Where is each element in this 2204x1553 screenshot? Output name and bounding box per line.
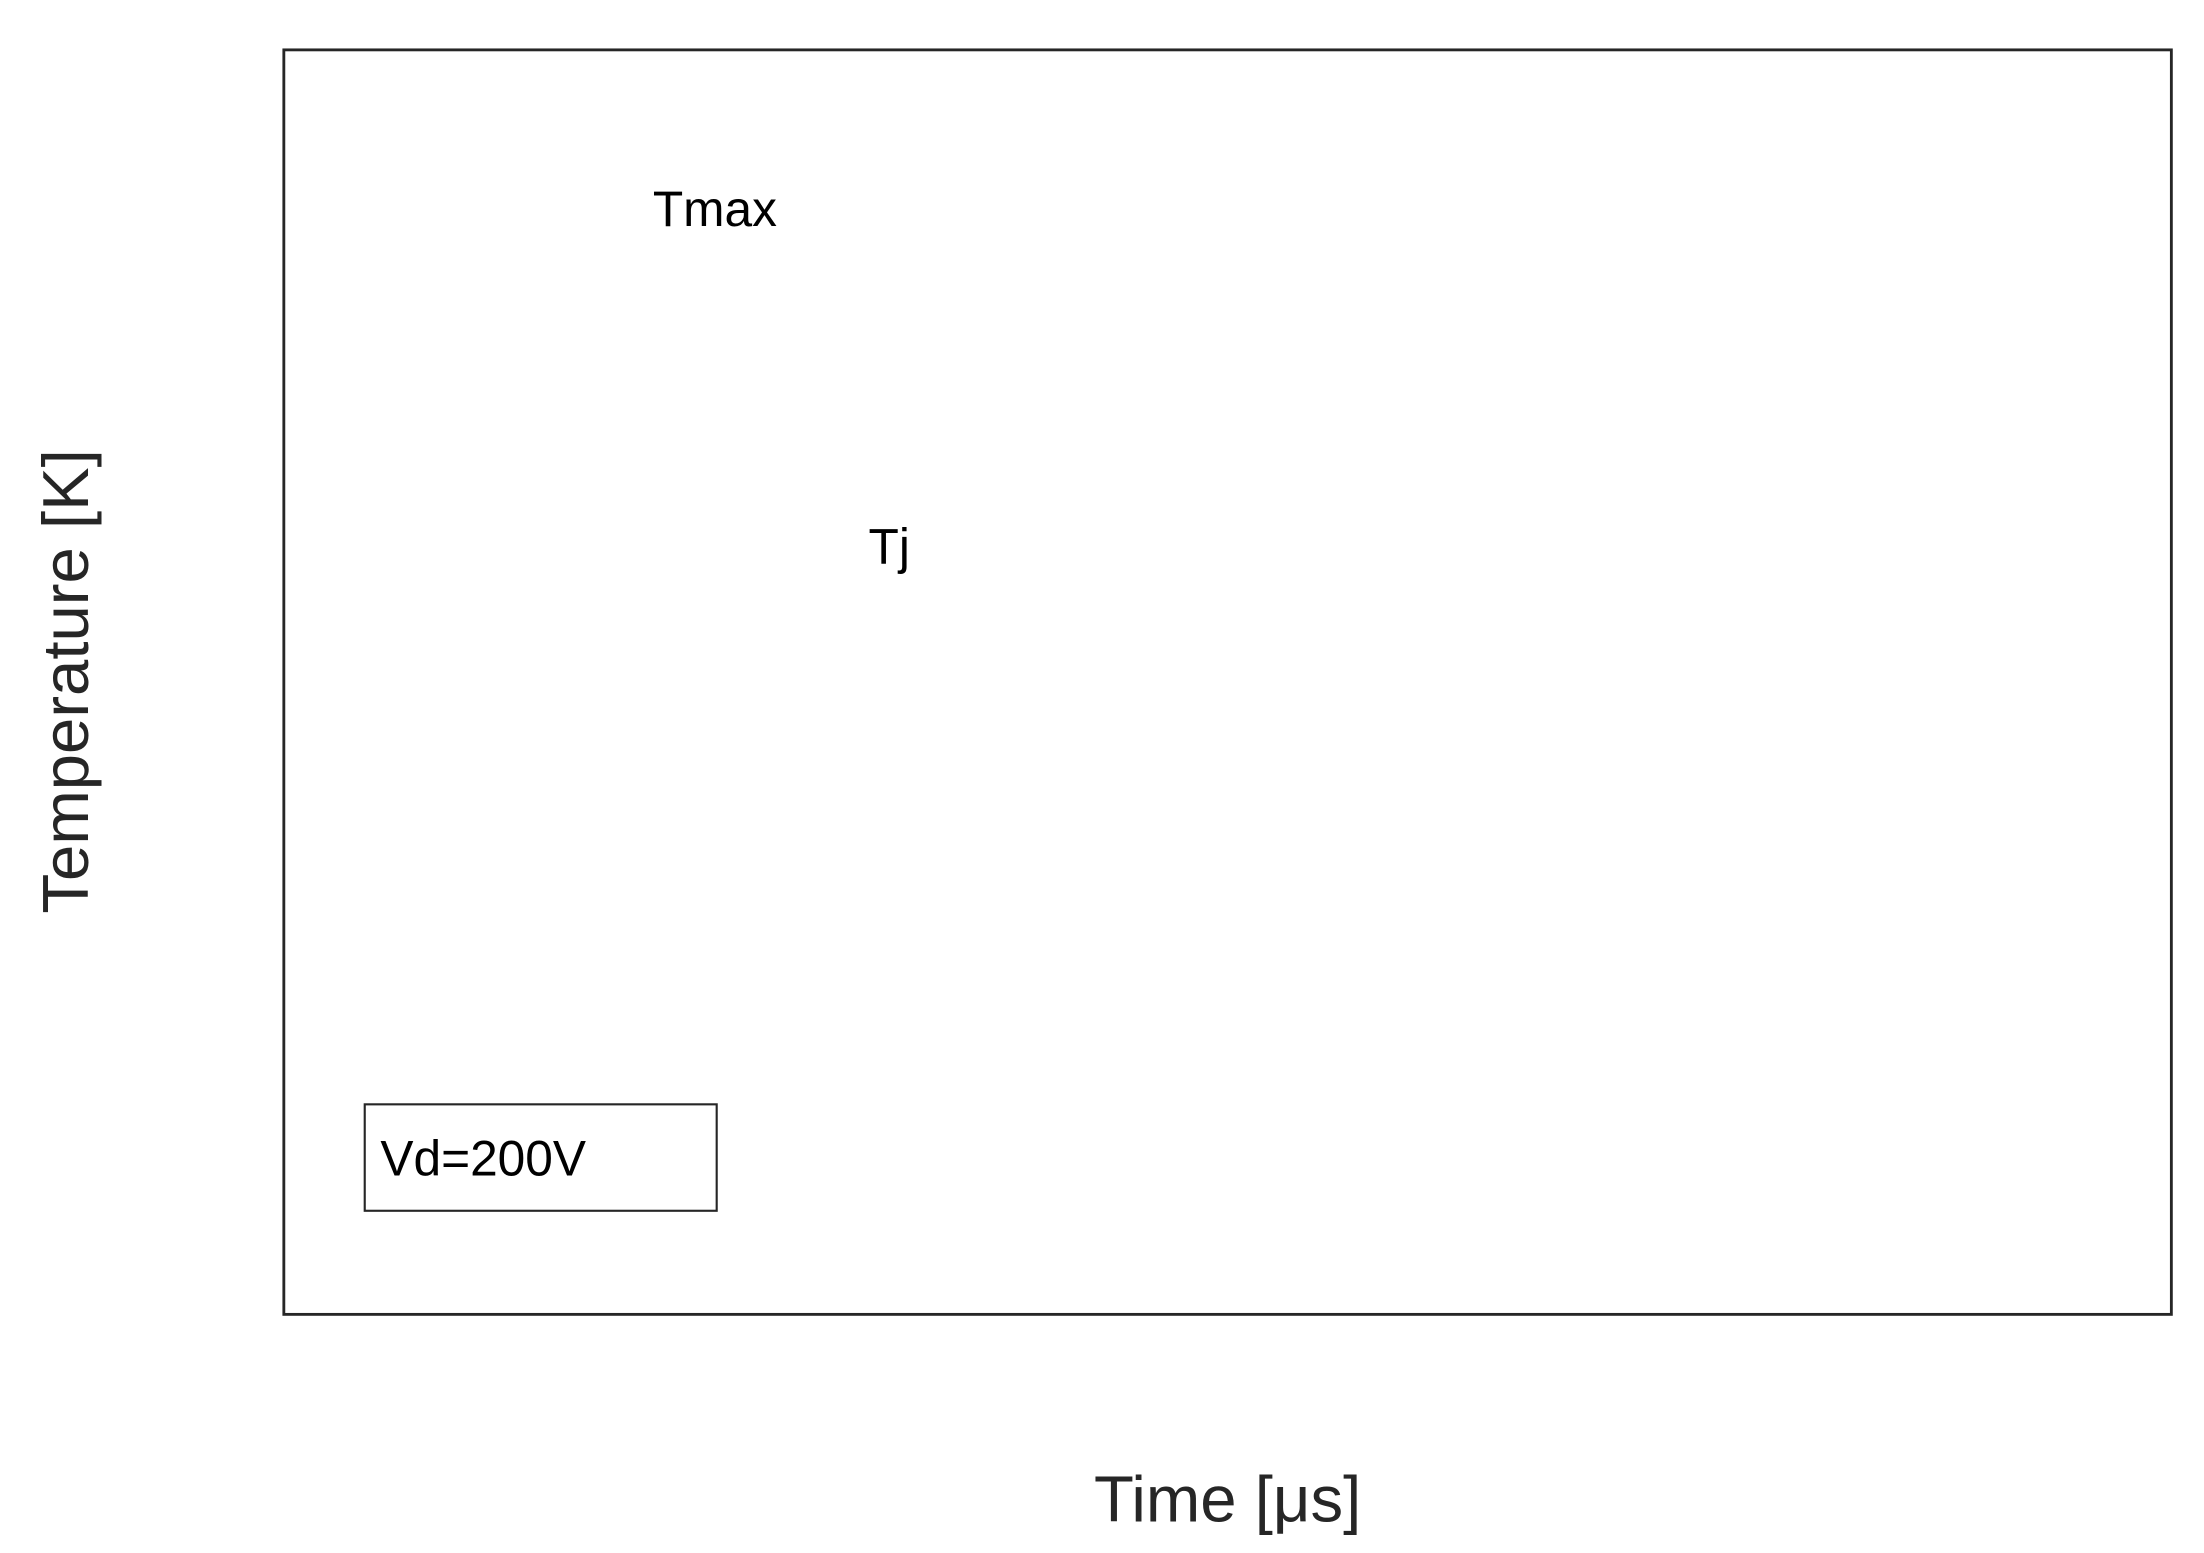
x-axis-label: Time [μs] [1094, 1463, 1361, 1536]
annotation: Tmax [653, 181, 777, 237]
y-axis-label: Temperature [K] [29, 449, 102, 913]
axes-box [282, 48, 2173, 1316]
annotation: Vd=200V [380, 1130, 586, 1186]
annotation: Tj [869, 519, 910, 575]
annotation-box [363, 1103, 718, 1212]
